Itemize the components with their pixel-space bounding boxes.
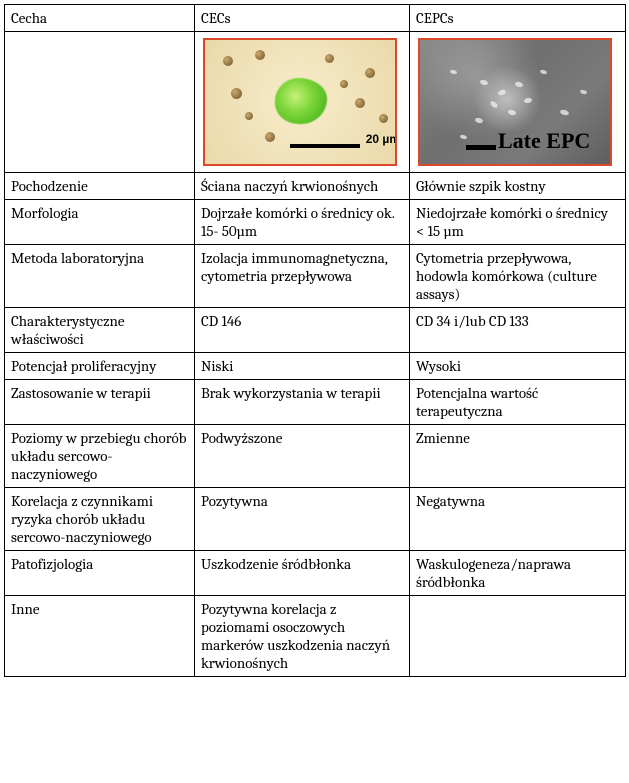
row-cecs: Niski bbox=[195, 353, 410, 380]
row-cecs: Uszkodzenie śródbłonka bbox=[195, 551, 410, 596]
row-cepcs: Zmienne bbox=[410, 425, 626, 488]
row-cepcs: Negatywna bbox=[410, 488, 626, 551]
row-label: Potencjał proliferacyjny bbox=[5, 353, 195, 380]
cecs-micrograph bbox=[203, 38, 397, 166]
cecs-image-cell bbox=[195, 32, 410, 173]
row-label: Korelacja z czynnikami ryzyka chorób ukł… bbox=[5, 488, 195, 551]
row-cecs: Izolacja immunomagnetyczna, cytometria p… bbox=[195, 245, 410, 308]
image-overlay-label: Late EPC bbox=[498, 128, 590, 154]
row-label: Charakterystyczne właściwości bbox=[5, 308, 195, 353]
row-cepcs: Cytometria przepływowa, hodowla komórkow… bbox=[410, 245, 626, 308]
row-cecs: CD 146 bbox=[195, 308, 410, 353]
row-label: Inne bbox=[5, 596, 195, 677]
scale-bar-icon bbox=[466, 145, 496, 150]
cepcs-image-cell: Late EPC bbox=[410, 32, 626, 173]
table-row: Poziomy w przebiegu chorób układu sercow… bbox=[5, 425, 626, 488]
row-label: Poziomy w przebiegu chorób układu sercow… bbox=[5, 425, 195, 488]
table-header-row: Cecha CECs CEPCs bbox=[5, 5, 626, 32]
row-cepcs: Waskulogeneza/naprawa śródbłonka bbox=[410, 551, 626, 596]
table-row: Zastosowanie w terapii Brak wykorzystani… bbox=[5, 380, 626, 425]
table-row: Metoda laboratoryjna Izolacja immunomagn… bbox=[5, 245, 626, 308]
row-cecs: Podwyższone bbox=[195, 425, 410, 488]
table-row: Inne Pozytywna korelacja z poziomami oso… bbox=[5, 596, 626, 677]
row-label: Morfologia bbox=[5, 200, 195, 245]
row-cecs: Dojrzałe komórki o średnicy ok. 15- 50µm bbox=[195, 200, 410, 245]
row-cecs: Pozytywna bbox=[195, 488, 410, 551]
header-cepcs: CEPCs bbox=[410, 5, 626, 32]
row-cepcs: Wysoki bbox=[410, 353, 626, 380]
scale-bar-icon bbox=[290, 144, 360, 148]
cepcs-micrograph: Late EPC bbox=[418, 38, 612, 166]
table-row: Potencjał proliferacyjny Niski Wysoki bbox=[5, 353, 626, 380]
row-label: Zastosowanie w terapii bbox=[5, 380, 195, 425]
row-cecs: Brak wykorzystania w terapii bbox=[195, 380, 410, 425]
row-label: Pochodzenie bbox=[5, 173, 195, 200]
table-row: Patofizjologia Uszkodzenie śródbłonka Wa… bbox=[5, 551, 626, 596]
row-cepcs: Głównie szpik kostny bbox=[410, 173, 626, 200]
header-cecs: CECs bbox=[195, 5, 410, 32]
table-row: Korelacja z czynnikami ryzyka chorób ukł… bbox=[5, 488, 626, 551]
row-cepcs: Niedojrzałe komórki o średnicy < 15 µm bbox=[410, 200, 626, 245]
row-cepcs: Potencjalna wartość terapeutyczna bbox=[410, 380, 626, 425]
image-row: Late EPC bbox=[5, 32, 626, 173]
table-row: Pochodzenie Ściana naczyń krwionośnych G… bbox=[5, 173, 626, 200]
table-row: Morfologia Dojrzałe komórki o średnicy o… bbox=[5, 200, 626, 245]
row-cepcs bbox=[410, 596, 626, 677]
row-label: Metoda laboratoryjna bbox=[5, 245, 195, 308]
image-row-label bbox=[5, 32, 195, 173]
table-row: Charakterystyczne właściwości CD 146 CD … bbox=[5, 308, 626, 353]
row-cecs: Ściana naczyń krwionośnych bbox=[195, 173, 410, 200]
row-cecs: Pozytywna korelacja z poziomami osoczowy… bbox=[195, 596, 410, 677]
header-feature: Cecha bbox=[5, 5, 195, 32]
comparison-table: Cecha CECs CEPCs bbox=[4, 4, 626, 677]
row-cepcs: CD 34 i/lub CD 133 bbox=[410, 308, 626, 353]
row-label: Patofizjologia bbox=[5, 551, 195, 596]
